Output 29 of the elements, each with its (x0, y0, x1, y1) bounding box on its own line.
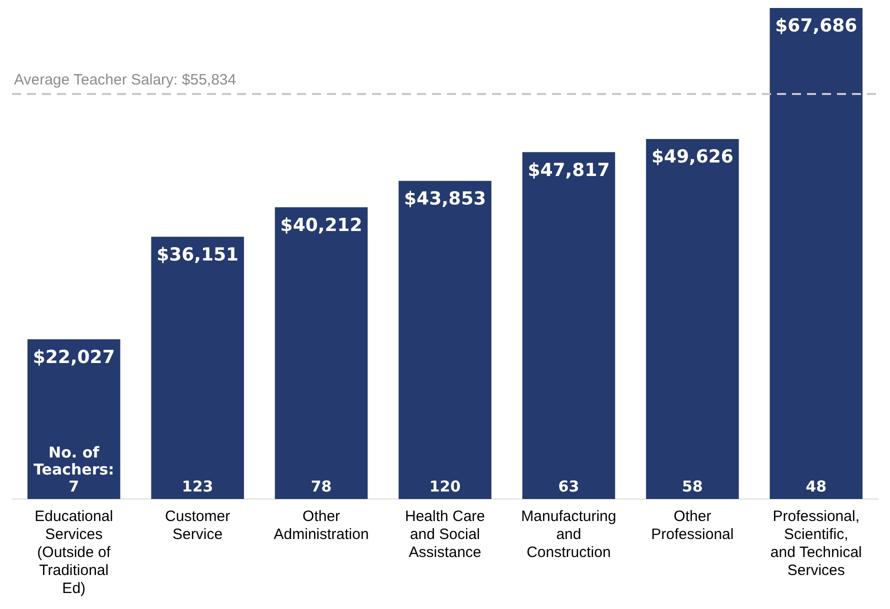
data-label: $22,027 (32, 346, 115, 368)
annotation: 63 (558, 477, 580, 496)
bar (27, 339, 120, 499)
annotation: No. of Teachers: 7 (34, 443, 114, 496)
ref-line-label: Average Teacher Salary: $55,834 (14, 72, 236, 89)
x-tick-label: Professional, Scientific, and Technical Services (770, 508, 862, 580)
bar (646, 139, 739, 499)
x-tick-label: Manufacturing and Construction (521, 508, 616, 562)
annotation: 58 (682, 477, 703, 496)
annotation: 78 (310, 477, 332, 496)
bar (522, 152, 616, 499)
x-tick-label: Health Care and Social Assistance (404, 508, 486, 562)
annotation: 48 (806, 477, 827, 496)
x-tick-label: Educational Services (Outside of Traditional Ed) (34, 508, 114, 598)
data-label: $36,151 (156, 244, 239, 266)
bar (274, 207, 368, 499)
x-tick-label: Customer Service (165, 508, 230, 544)
bar (151, 236, 244, 499)
data-label: $43,853 (404, 188, 486, 210)
bar (398, 180, 492, 499)
x-tick-label: Other Administration (274, 508, 369, 544)
data-label: $40,212 (280, 214, 362, 236)
annotation: 120 (429, 477, 461, 496)
data-label: $67,686 (775, 16, 858, 37)
bar (770, 8, 863, 499)
data-label: $49,626 (651, 146, 734, 168)
annotation: 123 (182, 477, 214, 496)
x-tick-label: Other Professional (651, 508, 734, 544)
data-label: $47,817 (528, 160, 610, 181)
